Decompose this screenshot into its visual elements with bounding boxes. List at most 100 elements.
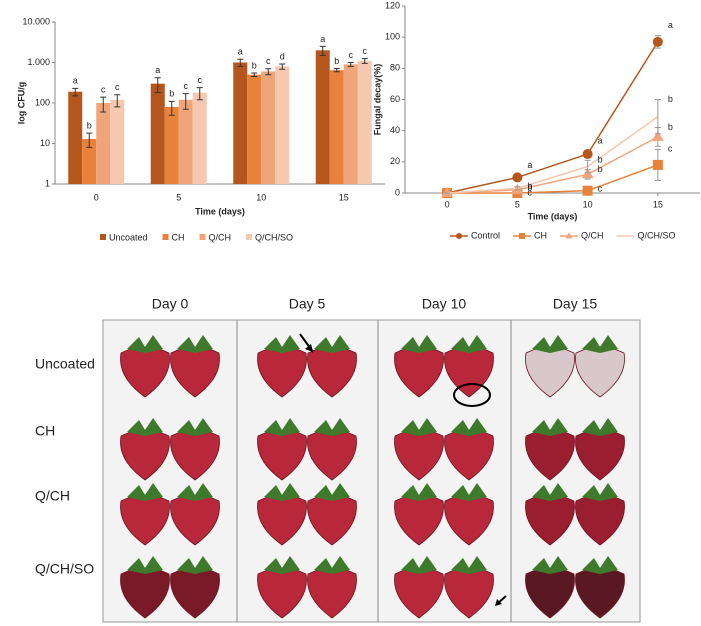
significance-letter: a bbox=[238, 47, 243, 57]
bar bbox=[261, 71, 276, 184]
significance-letter: b bbox=[668, 94, 673, 104]
x-tick-label: 5 bbox=[515, 199, 520, 209]
bar bbox=[110, 99, 125, 184]
y-tick-label: 80 bbox=[390, 63, 400, 73]
legend-label: Uncoated bbox=[109, 232, 148, 242]
bar bbox=[247, 74, 262, 184]
bar bbox=[178, 99, 193, 184]
leaves bbox=[177, 556, 213, 574]
legend-label: Q/CH/SO bbox=[638, 230, 676, 240]
marker bbox=[581, 168, 594, 179]
leaves bbox=[532, 556, 568, 574]
leaves bbox=[401, 556, 437, 574]
legend-label: CH bbox=[534, 230, 547, 240]
error-bar bbox=[237, 58, 244, 67]
error-bar bbox=[361, 58, 368, 64]
leaves bbox=[177, 418, 213, 436]
error-bar bbox=[72, 87, 79, 97]
legend-label: Q/CH bbox=[209, 232, 232, 242]
y-tick-label: 60 bbox=[390, 94, 400, 104]
error-bar bbox=[196, 87, 203, 101]
significance-letter: b bbox=[334, 56, 339, 66]
leaves bbox=[264, 556, 300, 574]
marker bbox=[519, 233, 526, 239]
arrowhead bbox=[305, 344, 313, 352]
error-bar bbox=[584, 159, 591, 174]
significance-letter: c bbox=[198, 75, 203, 85]
x-tick-label: 15 bbox=[653, 199, 663, 209]
significance-letter: b bbox=[598, 164, 603, 174]
significance-letter: c bbox=[101, 84, 106, 94]
legend-label: CH bbox=[172, 232, 185, 242]
leaves bbox=[264, 418, 300, 436]
error-bar bbox=[86, 132, 93, 148]
x-tick-label: 10 bbox=[256, 192, 266, 202]
bar bbox=[82, 138, 97, 184]
bar bbox=[329, 70, 344, 184]
marker bbox=[652, 159, 663, 170]
bar bbox=[275, 66, 290, 184]
y-tick-label: 100 bbox=[35, 97, 50, 107]
arrowhead bbox=[495, 599, 502, 606]
marker bbox=[582, 149, 593, 160]
marker bbox=[565, 232, 573, 239]
legend-swatch bbox=[246, 234, 253, 240]
leaves bbox=[401, 418, 437, 436]
leaves bbox=[582, 335, 618, 353]
y-tick-label: 20 bbox=[390, 156, 400, 166]
y-tick-label: 10 bbox=[40, 138, 50, 148]
column-label: Day 10 bbox=[422, 296, 467, 312]
marker bbox=[456, 233, 462, 239]
significance-letter: c bbox=[266, 56, 271, 66]
leaves bbox=[177, 335, 213, 353]
leaves bbox=[532, 483, 568, 501]
significance-letter: a bbox=[320, 34, 325, 44]
leaves bbox=[532, 335, 568, 353]
marker bbox=[652, 36, 663, 47]
bar bbox=[150, 83, 165, 184]
significance-letter: c bbox=[115, 82, 120, 92]
bar bbox=[164, 106, 179, 184]
x-axis-label: Time (days) bbox=[195, 206, 245, 216]
x-axis-label: Time (days) bbox=[528, 211, 578, 221]
bar bbox=[315, 50, 330, 184]
circle-mark bbox=[453, 383, 491, 407]
error-bar bbox=[154, 77, 161, 94]
marker bbox=[582, 185, 593, 196]
significance-letter: b bbox=[87, 121, 92, 131]
error-bar bbox=[319, 45, 326, 56]
significance-letter: c bbox=[184, 81, 189, 91]
significance-letter: c bbox=[527, 187, 532, 197]
row-label: Q/CH/SO bbox=[35, 561, 94, 577]
significance-letter: b bbox=[598, 155, 603, 165]
leaves bbox=[401, 483, 437, 501]
line bbox=[446, 41, 659, 194]
photo-annotations bbox=[299, 333, 507, 606]
y-tick-label: 40 bbox=[390, 125, 400, 135]
significance-letter: c bbox=[349, 50, 354, 60]
x-tick-label: 0 bbox=[94, 192, 99, 202]
significance-letter: a bbox=[73, 76, 78, 86]
marker bbox=[512, 172, 523, 183]
marker bbox=[441, 187, 454, 197]
significance-letter: b bbox=[668, 122, 673, 132]
row-label: Uncoated bbox=[35, 356, 95, 372]
y-tick-label: 1 bbox=[45, 178, 50, 188]
bar bbox=[192, 92, 207, 184]
row-label: CH bbox=[35, 423, 55, 439]
error-bar bbox=[279, 63, 286, 70]
leaves bbox=[401, 335, 437, 353]
leaves bbox=[532, 418, 568, 436]
significance-letter: d bbox=[280, 51, 285, 61]
column-label: Day 0 bbox=[152, 296, 189, 312]
line bbox=[447, 116, 659, 194]
significance-letter: c bbox=[363, 46, 368, 56]
leaves bbox=[451, 556, 487, 574]
leaves bbox=[127, 418, 163, 436]
bar bbox=[357, 60, 372, 185]
leaves bbox=[127, 483, 163, 501]
leaves bbox=[127, 556, 163, 574]
y-tick-label: 120 bbox=[385, 0, 400, 10]
significance-letter: b bbox=[252, 60, 257, 70]
